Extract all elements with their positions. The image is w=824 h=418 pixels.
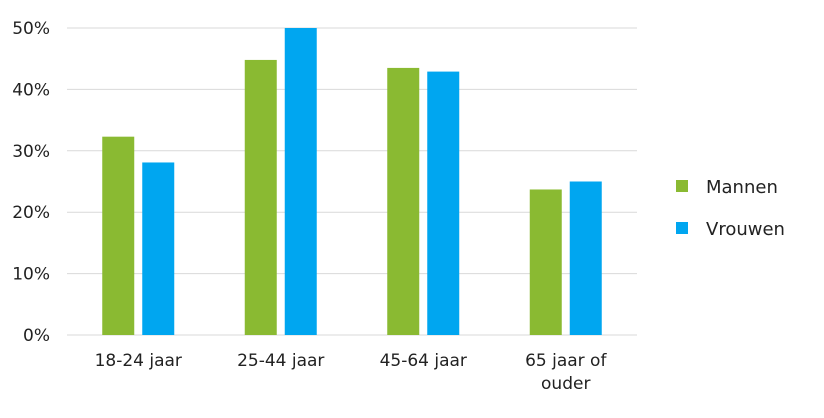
x-tick-label: ouder (541, 374, 590, 394)
bars: Mannen 18-24 jaar: 32.3%Vrouwen 18-24 ja… (102, 28, 602, 336)
y-tick-label: 50% (12, 19, 50, 39)
bar-mannen-1: Mannen 18-24 jaar: 32.3% (102, 136, 135, 335)
x-tick-label: 65 jaar of (525, 351, 607, 371)
x-tick-label: 18-24 jaar (95, 351, 182, 371)
y-tick-label: 40% (12, 80, 50, 100)
y-tick-label: 30% (12, 142, 50, 162)
y-tick-label: 0% (23, 326, 50, 346)
y-tick-label: 10% (12, 265, 50, 285)
bar-mannen-2: Mannen 25-44 jaar: 44.8% (244, 59, 277, 335)
bar-vrouwen-2: Vrouwen 25-44 jaar: 50% (284, 28, 317, 335)
legend-swatch-vrouwen (676, 222, 688, 234)
x-tick-label: 25-44 jaar (237, 351, 324, 371)
bar-vrouwen-1: Vrouwen 18-24 jaar: 28.1% (142, 162, 175, 335)
legend-label-vrouwen: Vrouwen (706, 219, 785, 240)
legend: Mannen Vrouwen (676, 177, 785, 240)
bar-mannen-4: Mannen 65 jaar of ouder: 23.7% (529, 189, 562, 335)
legend-swatch-mannen (676, 180, 688, 192)
bar-vrouwen-3: Vrouwen 45-64 jaar: 42.9% (427, 71, 460, 336)
bar-mannen-3: Mannen 45-64 jaar: 43.5% (387, 67, 420, 335)
y-tick-label: 20% (12, 203, 50, 223)
x-tick-label: 45-64 jaar (380, 351, 467, 371)
bar-vrouwen-4: Vrouwen 65 jaar of ouder: 25% (569, 181, 602, 335)
legend-label-mannen: Mannen (706, 177, 778, 198)
y-axis-ticks: 0% 10% 20% 30% 40% 50% (12, 19, 50, 346)
x-axis-ticks: 18-24 jaar 25-44 jaar 45-64 jaar 65 jaar of… (95, 351, 608, 394)
